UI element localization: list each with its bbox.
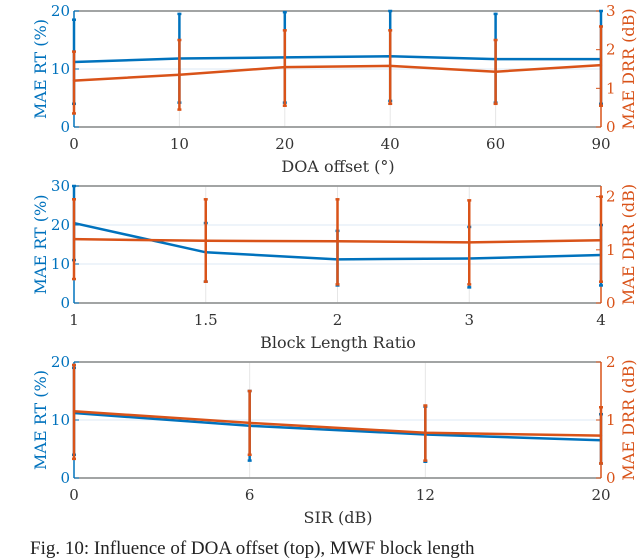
left-y-tick-label: 30 <box>51 177 70 195</box>
right-y-tick-label: 2 <box>606 188 616 206</box>
left-y-tick-label: 10 <box>51 255 70 273</box>
left-y-tick-label: 20 <box>51 216 70 234</box>
x-tick-label: 0 <box>69 486 79 504</box>
left-y-tick-label: 0 <box>60 118 70 136</box>
x-tick-label: 60 <box>486 135 505 153</box>
x-tick-label: 1.5 <box>194 311 218 329</box>
x-tick-label: 12 <box>416 486 435 504</box>
right-y-axis-label: MAE DRR (dB) <box>619 8 638 129</box>
x-axis-label: DOA offset (°) <box>281 157 394 176</box>
x-tick-label: 2 <box>333 311 343 329</box>
x-tick-label: 6 <box>245 486 255 504</box>
data-point <box>178 73 181 77</box>
data-point <box>599 239 603 242</box>
left-y-axis-label: MAE RT (%) <box>31 19 50 119</box>
data-point <box>204 239 207 242</box>
data-point <box>599 434 603 437</box>
x-tick-label: 20 <box>591 486 610 504</box>
right-y-tick-label: 1 <box>606 411 616 429</box>
data-point <box>424 431 427 434</box>
figure-caption: Fig. 10: Influence of DOA offset (top), … <box>30 538 475 559</box>
left-y-tick-label: 10 <box>51 411 70 429</box>
right-y-tick-label: 2 <box>606 353 616 371</box>
x-tick-label: 10 <box>170 135 189 153</box>
data-point <box>72 79 76 82</box>
data-point <box>248 421 251 425</box>
series-mae-drr <box>72 25 603 115</box>
left-y-tick-label: 0 <box>60 294 70 312</box>
data-point <box>336 240 339 243</box>
right-y-tick-label: 2 <box>606 41 616 59</box>
series-mae-drr <box>72 363 603 465</box>
right-y-tick-label: 3 <box>606 2 616 20</box>
right-y-tick-label: 0 <box>606 294 616 312</box>
series-line <box>73 410 602 437</box>
data-point <box>72 237 76 241</box>
right-y-tick-label: 1 <box>606 79 616 97</box>
left-y-tick-label: 20 <box>51 353 70 371</box>
left-y-tick-label: 0 <box>60 469 70 487</box>
data-point <box>599 63 603 67</box>
data-point <box>283 65 286 69</box>
left-y-axis-label: MAE RT (%) <box>31 370 50 470</box>
x-tick-label: 40 <box>381 135 400 153</box>
x-tick-label: 90 <box>591 135 610 153</box>
series-mae-drr <box>72 195 603 286</box>
series-line <box>73 63 602 82</box>
left-y-tick-label: 10 <box>51 60 70 78</box>
x-tick-label: 3 <box>464 311 474 329</box>
data-point <box>494 70 497 73</box>
x-tick-label: 4 <box>596 311 606 329</box>
data-point <box>389 64 392 68</box>
right-y-tick-label: 1 <box>606 241 616 259</box>
x-axis-label: SIR (dB) <box>304 508 373 527</box>
data-point <box>72 410 76 413</box>
left-y-axis-label: MAE RT (%) <box>31 195 50 295</box>
right-y-tick-label: 0 <box>606 118 616 136</box>
x-axis-label: Block Length Ratio <box>260 333 416 352</box>
series-line <box>73 411 602 442</box>
data-point <box>468 241 471 244</box>
series-line <box>73 54 601 64</box>
x-tick-label: 20 <box>275 135 294 153</box>
right-y-axis-label: MAE DRR (dB) <box>619 184 638 305</box>
x-tick-label: 0 <box>69 135 79 153</box>
left-y-tick-label: 20 <box>51 2 70 20</box>
right-y-tick-label: 0 <box>606 469 616 487</box>
series-mae-rt <box>72 9 603 106</box>
right-y-axis-label: MAE DRR (dB) <box>619 359 638 480</box>
x-tick-label: 1 <box>69 311 79 329</box>
